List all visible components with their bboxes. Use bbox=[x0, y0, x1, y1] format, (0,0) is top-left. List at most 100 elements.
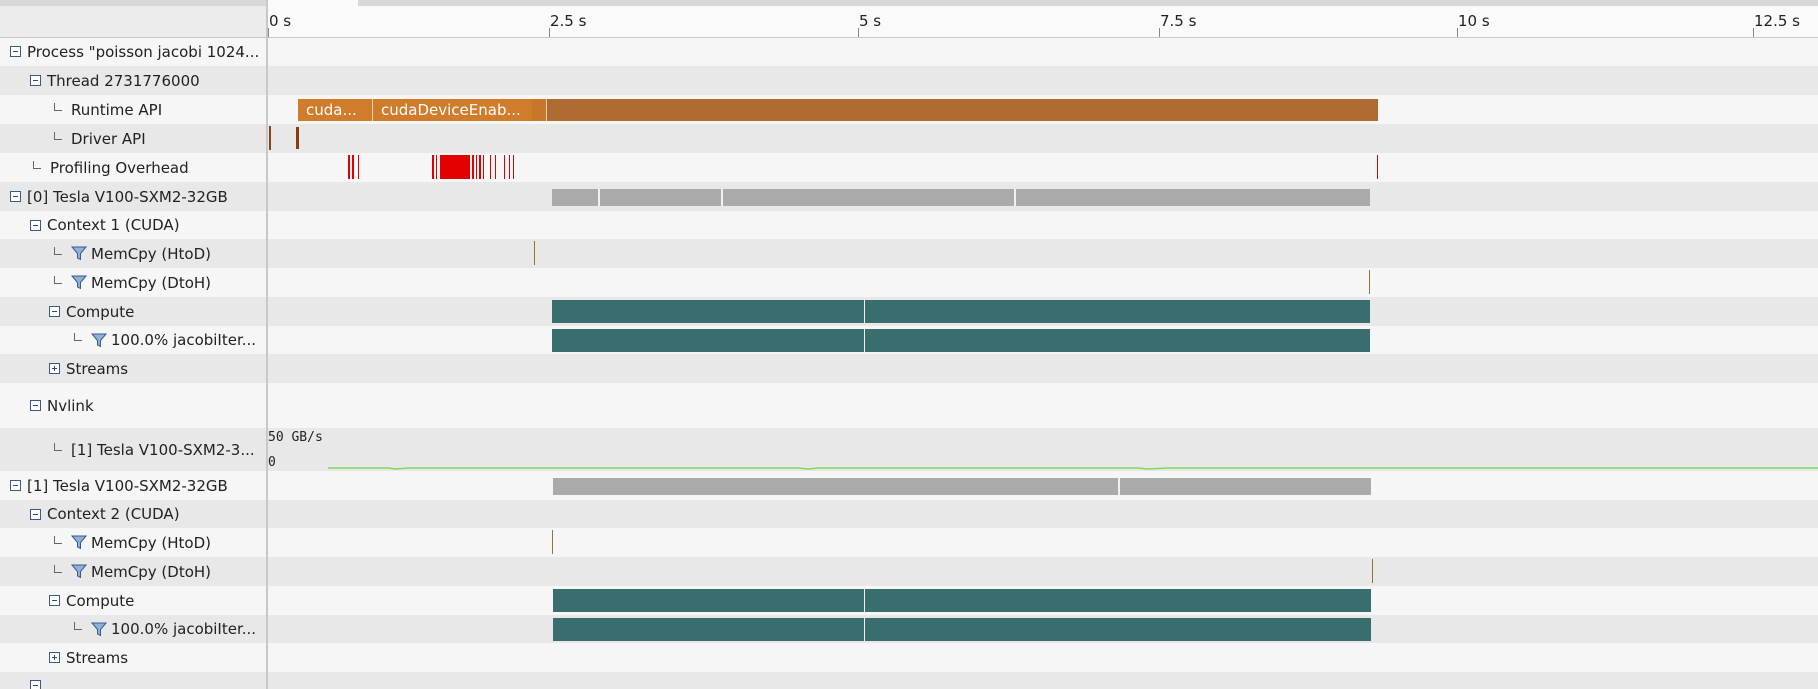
collapse-icon[interactable] bbox=[30, 219, 41, 231]
compute-label: Compute bbox=[66, 302, 135, 321]
tree-row-memcpy-htod[interactable]: MemCpy (HtoD) bbox=[0, 239, 320, 268]
nvlink-min-label: 0 bbox=[268, 455, 276, 470]
tree-row-compute2[interactable]: Compute bbox=[0, 586, 315, 615]
tree-row-memcpy-dtoh[interactable]: MemCpy (DtoH) bbox=[0, 268, 320, 297]
tree-row-nvlink-peer[interactable]: [1] Tesla V100-SXM2-3... bbox=[0, 428, 320, 471]
tree-elbow-icon bbox=[33, 160, 41, 169]
runtime-call[interactable] bbox=[532, 99, 547, 121]
collapse-icon[interactable] bbox=[30, 680, 41, 689]
tree-row-memcpy-htod2[interactable]: MemCpy (HtoD) bbox=[0, 528, 320, 557]
timeline-panel[interactable]: 0 s 2.5 s 5 s 7.5 s 10 s 12.5 s cuda... … bbox=[268, 0, 1818, 689]
memcpy-htod2-event[interactable] bbox=[552, 530, 553, 554]
compute2-bar[interactable] bbox=[553, 589, 1371, 612]
memcpy-dtoh2-event[interactable] bbox=[1372, 559, 1373, 583]
tree-row-profiling-overhead[interactable]: Profiling Overhead bbox=[0, 153, 299, 182]
compute-bar-gap bbox=[864, 300, 865, 323]
streams2-label: Streams bbox=[66, 648, 129, 667]
kernel-label: 100.0% jacobiIter... bbox=[111, 331, 257, 349]
collapse-icon[interactable] bbox=[10, 480, 21, 491]
profiling-overhead-label: Profiling Overhead bbox=[50, 158, 189, 177]
tree-scrollbar[interactable] bbox=[0, 0, 266, 6]
expand-icon[interactable] bbox=[49, 652, 60, 663]
compute-bar[interactable] bbox=[552, 300, 1370, 323]
collapse-icon[interactable] bbox=[10, 46, 21, 57]
runtime-call[interactable]: cuda... bbox=[298, 99, 373, 121]
driver-call[interactable] bbox=[296, 127, 299, 149]
tree-row-process[interactable]: Process "poisson jacobi 1024... bbox=[0, 37, 276, 66]
overhead-mark[interactable] bbox=[352, 155, 354, 179]
runtime-call[interactable] bbox=[547, 99, 1378, 121]
overhead-mark[interactable] bbox=[436, 155, 437, 179]
expand-icon[interactable] bbox=[49, 363, 60, 374]
overhead-mark[interactable] bbox=[483, 155, 484, 179]
overhead-mark[interactable] bbox=[348, 155, 350, 179]
row-bg-nvlink bbox=[0, 383, 1818, 428]
tree-row-runtime-api[interactable]: Runtime API bbox=[0, 95, 320, 124]
tree-row-next-partial[interactable] bbox=[0, 680, 296, 689]
tree-row-context1[interactable]: Context 1 (CUDA) bbox=[0, 211, 296, 239]
nvlink-throughput-graph[interactable] bbox=[268, 428, 1818, 471]
nvlink-throughput-line bbox=[328, 467, 1818, 470]
tree-row-context2[interactable]: Context 2 (CUDA) bbox=[0, 500, 296, 528]
tree-row-streams2[interactable]: Streams bbox=[0, 643, 315, 672]
tree-row-kernel2[interactable]: 100.0% jacobiIter... bbox=[0, 615, 340, 643]
filter-icon[interactable] bbox=[71, 564, 87, 579]
kernel-bar[interactable] bbox=[552, 329, 1370, 352]
overhead-mark[interactable] bbox=[504, 155, 505, 179]
timeline-scrollbar[interactable] bbox=[358, 0, 1818, 6]
time-ruler[interactable]: 0 s 2.5 s 5 s 7.5 s 10 s 12.5 s bbox=[268, 0, 1818, 38]
tick-mark bbox=[1457, 28, 1458, 37]
memcpy-dtoh2-label: MemCpy (DtoH) bbox=[91, 562, 212, 581]
overhead-mark[interactable] bbox=[358, 155, 359, 179]
tree-row-memcpy-dtoh2[interactable]: MemCpy (DtoH) bbox=[0, 557, 320, 586]
collapse-icon[interactable] bbox=[30, 75, 41, 86]
overhead-mark[interactable] bbox=[513, 155, 514, 179]
overhead-mark[interactable] bbox=[490, 155, 491, 179]
overhead-mark[interactable] bbox=[1377, 155, 1378, 179]
overhead-mark[interactable] bbox=[476, 155, 477, 179]
driver-call[interactable] bbox=[269, 126, 271, 150]
filter-icon[interactable] bbox=[71, 535, 87, 550]
memcpy-dtoh-event[interactable] bbox=[1369, 270, 1370, 294]
tree-elbow-icon bbox=[54, 131, 62, 140]
row-bg-thread bbox=[0, 66, 1818, 95]
collapse-icon[interactable] bbox=[10, 191, 21, 202]
filter-icon[interactable] bbox=[91, 333, 107, 348]
filter-icon[interactable] bbox=[91, 622, 107, 637]
gpu0-usage-gap bbox=[598, 189, 600, 206]
context1-label: Context 1 (CUDA) bbox=[47, 216, 180, 234]
tree-row-gpu1[interactable]: [1] Tesla V100-SXM2-32GB bbox=[0, 471, 276, 500]
tree-row-thread[interactable]: Thread 2731776000 bbox=[0, 66, 296, 95]
tree-row-streams[interactable]: Streams bbox=[0, 354, 315, 383]
compute2-bar-gap bbox=[864, 589, 865, 612]
collapse-icon[interactable] bbox=[49, 595, 60, 606]
overhead-mark[interactable] bbox=[432, 155, 434, 179]
kernel2-bar[interactable] bbox=[553, 618, 1371, 641]
memcpy-htod-event[interactable] bbox=[534, 241, 535, 265]
row-bg-context1 bbox=[0, 211, 1818, 239]
tree-row-compute[interactable]: Compute bbox=[0, 297, 315, 326]
row-bg-htod bbox=[0, 239, 1818, 268]
tree-row-kernel[interactable]: 100.0% jacobiIter... bbox=[0, 326, 340, 354]
tick-label: 12.5 s bbox=[1754, 12, 1800, 30]
collapse-icon[interactable] bbox=[49, 306, 60, 317]
gpu1-usage-bar[interactable] bbox=[553, 478, 1371, 495]
memcpy-htod2-label: MemCpy (HtoD) bbox=[91, 533, 212, 552]
overhead-mark[interactable] bbox=[472, 155, 474, 179]
collapse-icon[interactable] bbox=[30, 508, 41, 520]
panel-splitter[interactable] bbox=[266, 0, 268, 689]
filter-icon[interactable] bbox=[71, 275, 87, 290]
overhead-mark[interactable] bbox=[509, 155, 510, 179]
tree-row-gpu0[interactable]: [0] Tesla V100-SXM2-32GB bbox=[0, 182, 276, 211]
filter-icon[interactable] bbox=[71, 246, 87, 261]
overhead-mark[interactable] bbox=[495, 155, 496, 179]
overhead-mark[interactable] bbox=[479, 155, 481, 179]
collapse-icon[interactable] bbox=[30, 400, 41, 411]
streams-label: Streams bbox=[66, 359, 129, 378]
tree-elbow-icon bbox=[54, 275, 62, 284]
tree-row-nvlink[interactable]: Nvlink bbox=[0, 383, 296, 428]
overhead-block[interactable] bbox=[440, 155, 470, 179]
tree-row-driver-api[interactable]: Driver API bbox=[0, 124, 320, 153]
runtime-call[interactable]: cudaDeviceEnab... bbox=[373, 99, 534, 121]
gpu0-usage-bar[interactable] bbox=[552, 189, 1370, 206]
